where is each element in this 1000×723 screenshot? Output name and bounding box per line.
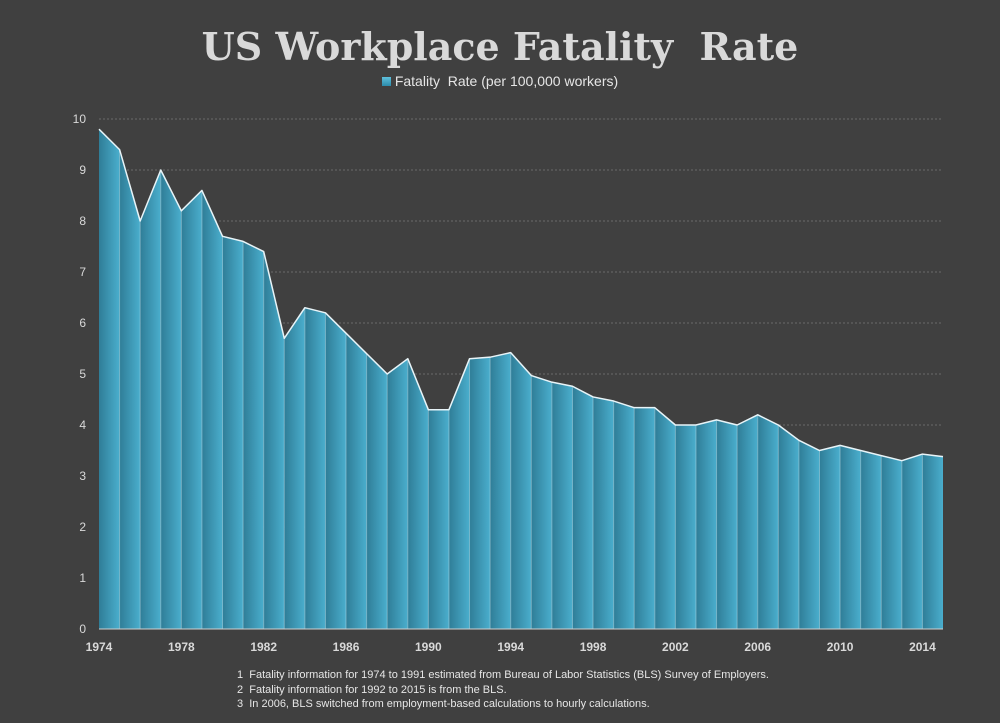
area-segment: [572, 386, 594, 629]
y-tick-label: 4: [79, 418, 86, 432]
area-segment: [284, 307, 305, 629]
area-segment: [160, 170, 182, 629]
legend-label: Fatality Rate (per 100,000 workers): [394, 73, 619, 89]
area-segment: [510, 352, 532, 629]
area-segment: [304, 307, 326, 629]
area-segment: [469, 357, 491, 629]
x-tick-label: 1990: [415, 640, 442, 654]
legend-swatch: [381, 77, 391, 86]
x-tick-label: 1974: [86, 640, 113, 654]
y-tick-label: 3: [79, 469, 86, 483]
area-segment: [901, 454, 923, 629]
area-segment: [325, 312, 347, 629]
area-segment: [922, 454, 943, 629]
area-segment: [593, 396, 614, 629]
x-tick-label: 1986: [333, 640, 360, 654]
footnote-3: 3 In 2006, BLS switched from employment-…: [237, 698, 650, 710]
y-tick-label: 1: [79, 571, 86, 585]
area-segment: [407, 358, 429, 629]
area-segment: [346, 333, 367, 629]
area-segment: [716, 419, 738, 629]
area-segment: [613, 401, 635, 629]
x-tick-label: 1982: [250, 640, 277, 654]
x-axis: 1974 1978 1982 1986 1990 1994 1998 2002 2006 2010…: [86, 640, 936, 654]
area-segment: [840, 445, 861, 629]
area-segment: [201, 190, 223, 629]
area-layer: [98, 128, 944, 630]
area-segment: [263, 251, 285, 629]
area-segment: [140, 170, 161, 629]
area-segment: [654, 407, 676, 629]
area-segment: [222, 236, 244, 630]
area-segment: [531, 375, 552, 629]
area-segment: [634, 407, 655, 629]
area-segment: [448, 358, 470, 629]
area-segment: [99, 129, 120, 629]
area-segment: [778, 425, 799, 629]
footnote-1: 1 Fatality information for 1974 to 1991 …: [237, 669, 769, 681]
x-tick-label: 1994: [497, 640, 524, 654]
area-segment: [737, 414, 758, 629]
y-tick-label: 2: [79, 520, 86, 534]
y-tick-label: 0: [79, 622, 86, 636]
series-line: [98, 128, 944, 462]
footnote-2: 2 Fatality information for 1992 to 2015 …: [237, 683, 507, 696]
area-segment: [798, 440, 820, 629]
legend: Fatality Rate (per 100,000 workers): [0, 73, 1000, 89]
area-segment: [551, 382, 573, 629]
x-tick-label: 1998: [580, 640, 607, 654]
area-segment: [860, 450, 882, 629]
area-segment: [695, 419, 717, 629]
x-tick-label: 2010: [827, 640, 854, 654]
footnotes: 1 Fatality information for 1974 to 1991 …: [237, 668, 769, 712]
y-tick-label: 7: [79, 265, 86, 279]
area-segment: [366, 353, 388, 629]
area-segment: [675, 425, 696, 629]
area-segment: [387, 358, 408, 629]
x-tick-label: 2014: [909, 640, 936, 654]
y-tick-label: 5: [79, 367, 86, 381]
x-tick-label: 2002: [662, 640, 689, 654]
y-tick-label: 10: [73, 112, 87, 126]
area-segment: [428, 409, 449, 629]
x-tick-label: 1978: [168, 640, 195, 654]
area-segment: [757, 414, 779, 629]
area-segment: [819, 445, 841, 629]
area-segment: [181, 190, 202, 629]
area-segment: [881, 455, 902, 629]
area-segment: [490, 352, 511, 629]
chart-title: US Workplace Fatality Rate: [201, 24, 799, 69]
area-segment: [119, 149, 141, 629]
x-tick-label: 2006: [744, 640, 771, 654]
y-tick-label: 6: [79, 316, 86, 330]
area-segment: [243, 241, 264, 629]
y-tick-label: 9: [79, 163, 86, 177]
y-axis: 0 1 2 3 4 5 6 7 8 9 10: [73, 112, 87, 636]
y-tick-label: 8: [79, 214, 86, 228]
